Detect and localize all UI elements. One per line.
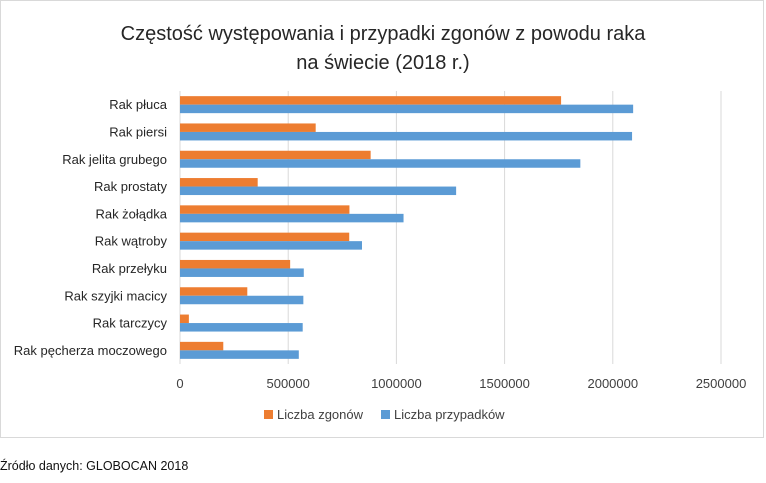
x-tick-label-5: 2500000 [696, 376, 747, 391]
chart-title: Częstość występowania i przypadki zgonów… [121, 23, 647, 74]
chart-title-line-1: Częstość występowania i przypadki zgonów… [121, 23, 647, 45]
bar-zgony-8 [180, 314, 189, 324]
x-tick-label-1: 500000 [267, 376, 310, 391]
bar-zgony-4 [180, 205, 350, 214]
chart-title-line-2: na świecie (2018 r.) [296, 52, 469, 74]
bar-zgony-0 [180, 96, 562, 105]
bar-zgony-1 [180, 123, 316, 132]
bar-zgony-2 [180, 150, 371, 160]
bar-przypadki-9 [180, 350, 299, 359]
legend-label-1: Liczba przypadków [394, 407, 505, 422]
category-label-4: Rak żołądka [95, 206, 167, 221]
bar-przypadki-2 [180, 159, 581, 168]
category-label-5: Rak wątroby [95, 234, 168, 249]
legend-swatch-1 [381, 410, 390, 419]
bar-przypadki-1 [180, 131, 633, 141]
bar-przypadki-4 [180, 213, 404, 223]
category-label-3: Rak prostaty [94, 179, 167, 194]
x-tick-label-0: 0 [176, 376, 183, 391]
bar-zgony-9 [180, 341, 224, 351]
x-tick-label-3: 1500000 [479, 376, 530, 391]
category-label-7: Rak szyjki macicy [64, 288, 167, 303]
bar-przypadki-6 [180, 268, 304, 277]
x-tick-label-2: 1000000 [371, 376, 422, 391]
category-label-0: Rak płuca [109, 97, 168, 112]
category-label-9: Rak pęcherza moczowego [14, 343, 167, 358]
source-note: Źródło danych: GLOBOCAN 2018 [0, 459, 189, 473]
bar-przypadki-3 [180, 186, 457, 196]
bar-zgony-6 [180, 259, 291, 269]
category-label-2: Rak jelita grubego [62, 152, 167, 167]
legend-swatch-0 [264, 410, 273, 419]
bar-zgony-3 [180, 178, 258, 187]
x-tick-label-4: 2000000 [587, 376, 638, 391]
bars [180, 96, 634, 359]
chart-svg: Częstość występowania i przypadki zgonów… [14, 23, 747, 422]
bar-zgony-5 [180, 232, 350, 242]
bar-przypadki-8 [180, 323, 303, 332]
category-labels: Rak płuca Rak piersi Rak jelita grubego Rak… [14, 97, 168, 358]
chart-frame: Częstość występowania i przypadki zgonów… [0, 0, 764, 438]
bar-przypadki-0 [180, 104, 634, 114]
category-label-6: Rak przełyku [92, 261, 167, 276]
bar-przypadki-5 [180, 241, 362, 250]
legend: Liczba zgonów Liczba przypadków [264, 407, 505, 422]
legend-label-0: Liczba zgonów [277, 407, 364, 422]
category-label-1: Rak piersi [109, 124, 167, 139]
bar-zgony-7 [180, 287, 248, 296]
x-tick-labels: 0 500000 1000000 1500000 2000000 2500000 [176, 376, 746, 391]
bar-przypadki-7 [180, 295, 304, 305]
category-label-8: Rak tarczycy [93, 316, 168, 331]
